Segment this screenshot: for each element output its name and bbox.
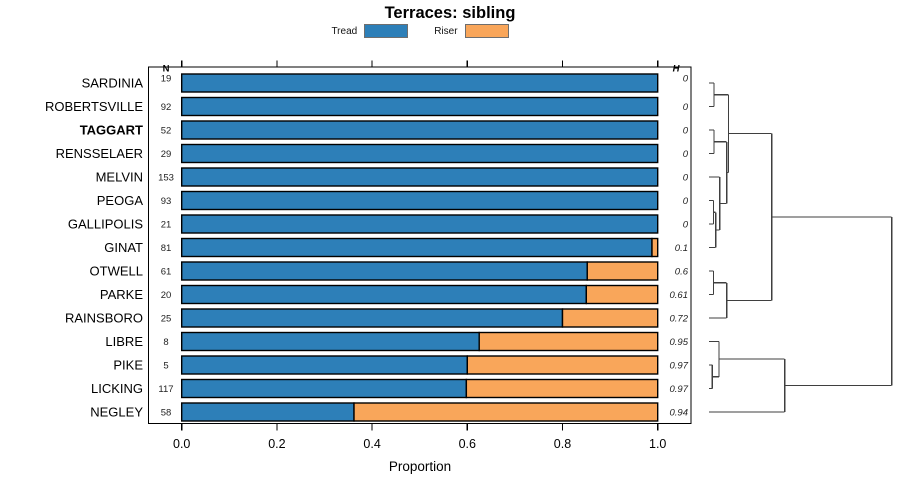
n-value: 58 xyxy=(161,408,172,419)
x-tick-label: 1.0 xyxy=(649,437,666,451)
h-value: 0.6 xyxy=(675,267,689,278)
bar-segment-riser xyxy=(353,402,659,422)
n-value: 117 xyxy=(158,384,173,395)
n-header: N xyxy=(163,64,170,75)
plot-box xyxy=(147,66,692,425)
bar-segment-tread xyxy=(180,120,659,140)
h-value: 0 xyxy=(683,220,689,231)
site-label: RENSSELAER xyxy=(56,146,143,161)
bar-segment-tread xyxy=(180,308,564,328)
h-value: 0.61 xyxy=(670,290,689,301)
h-value: 0.1 xyxy=(675,243,688,254)
n-value: 81 xyxy=(161,243,172,254)
bar-segment-tread xyxy=(180,167,659,187)
h-value: 0 xyxy=(683,102,689,113)
n-value: 19 xyxy=(161,74,172,85)
site-label: OTWELL xyxy=(90,263,143,278)
x-tick-label: 0.6 xyxy=(459,437,476,451)
x-tick-label: 0.0 xyxy=(173,437,190,451)
legend: Tread Riser xyxy=(170,24,670,38)
bar-segment-tread xyxy=(180,143,659,164)
bar-segment-riser xyxy=(586,261,659,281)
n-value: 92 xyxy=(161,102,172,113)
bar-segment-riser xyxy=(651,237,659,258)
h-header: H xyxy=(673,64,681,75)
legend-label-tread: Tread xyxy=(331,25,358,37)
h-value: 0 xyxy=(683,149,689,160)
site-label: NEGLEY xyxy=(90,404,143,419)
site-label: SARDINIA xyxy=(82,75,144,90)
n-value: 20 xyxy=(161,290,172,301)
bar-segment-tread xyxy=(180,331,480,352)
site-label: MELVIN xyxy=(96,169,143,184)
n-value: 93 xyxy=(161,196,172,207)
legend-swatch-riser xyxy=(464,24,509,38)
site-label: RAINSBORO xyxy=(65,310,143,325)
n-value: 25 xyxy=(161,314,172,325)
chart-title: Terraces: sibling xyxy=(384,4,516,22)
h-value: 0.72 xyxy=(670,314,689,325)
bar-segment-tread xyxy=(180,261,588,281)
site-label: TAGGART xyxy=(80,122,143,137)
bar-segment-riser xyxy=(478,331,659,352)
x-axis-title: Proportion xyxy=(388,459,452,474)
site-label: GALLIPOLIS xyxy=(68,216,143,231)
n-value: 61 xyxy=(161,267,172,278)
x-tick-label: 0.2 xyxy=(268,437,285,451)
site-label: PARKE xyxy=(100,287,143,302)
bar-segment-tread xyxy=(180,190,659,211)
h-value: 0 xyxy=(683,74,689,85)
bar-segment-tread xyxy=(180,73,659,93)
legend-label-riser: Riser xyxy=(434,25,458,37)
bar-segment-tread xyxy=(180,284,588,305)
bar-segment-tread xyxy=(180,378,468,399)
h-value: 0 xyxy=(683,196,689,207)
h-value: 0.97 xyxy=(670,361,689,372)
bar-segment-riser xyxy=(465,378,659,399)
site-label: ROBERTSVILLE xyxy=(45,99,143,114)
n-value: 52 xyxy=(161,126,172,137)
legend-item-riser: Riser xyxy=(434,24,509,38)
x-tick-label: 0.8 xyxy=(554,437,571,451)
n-value: 5 xyxy=(163,361,168,372)
site-label: LICKING xyxy=(91,381,143,396)
bar-segment-riser xyxy=(466,355,659,375)
bar-segment-tread xyxy=(180,355,469,375)
bar-segment-tread xyxy=(180,237,653,258)
n-value: 153 xyxy=(158,173,174,184)
site-label: PIKE xyxy=(113,357,143,372)
bar-segment-riser xyxy=(561,308,659,328)
n-value: 8 xyxy=(163,337,168,348)
site-label: PEOGA xyxy=(97,193,144,208)
h-value: 0.95 xyxy=(670,337,689,348)
site-label: GINAT xyxy=(104,240,143,255)
n-value: 21 xyxy=(161,220,172,231)
x-tick-label: 0.4 xyxy=(363,437,380,451)
n-value: 29 xyxy=(161,149,172,160)
legend-item-tread: Tread xyxy=(331,24,409,38)
h-value: 0 xyxy=(683,126,689,137)
bar-segment-tread xyxy=(180,402,355,422)
bar-segment-tread xyxy=(180,214,659,234)
bar-segment-tread xyxy=(180,96,659,117)
bar-segment-riser xyxy=(585,284,659,305)
site-label: LIBRE xyxy=(105,334,143,349)
h-value: 0.94 xyxy=(670,408,689,419)
h-value: 0 xyxy=(683,173,689,184)
legend-swatch-tread xyxy=(364,24,409,38)
h-value: 0.97 xyxy=(670,384,689,395)
